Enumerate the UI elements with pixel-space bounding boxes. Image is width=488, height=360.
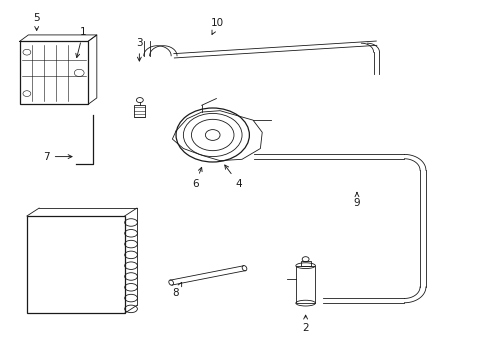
Text: 5: 5 bbox=[33, 13, 40, 30]
Text: 7: 7 bbox=[43, 152, 72, 162]
Text: 9: 9 bbox=[353, 193, 360, 208]
Bar bbox=[20, 41, 88, 104]
Text: 1: 1 bbox=[76, 27, 86, 58]
Text: 2: 2 bbox=[302, 315, 308, 333]
Bar bbox=[27, 216, 124, 313]
Text: 8: 8 bbox=[172, 282, 181, 298]
Bar bbox=[295, 266, 315, 303]
Bar bbox=[134, 105, 145, 117]
Bar bbox=[300, 261, 310, 266]
Text: 3: 3 bbox=[136, 38, 142, 61]
Text: 4: 4 bbox=[224, 165, 242, 189]
Text: 10: 10 bbox=[211, 18, 224, 35]
Text: 6: 6 bbox=[192, 167, 202, 189]
